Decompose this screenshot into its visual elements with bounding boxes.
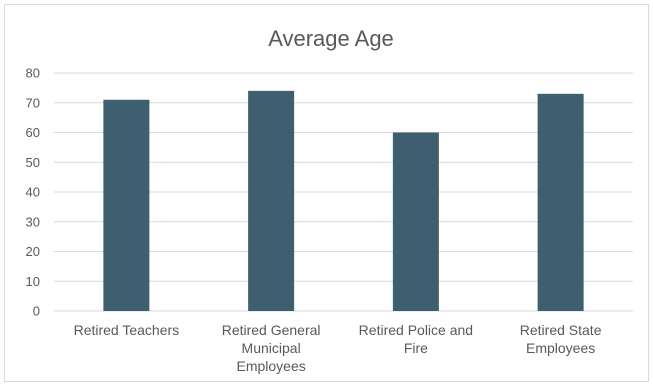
x-category-label: Retired Teachers [74, 322, 180, 338]
y-tick-label: 10 [26, 274, 40, 289]
bar [392, 132, 439, 311]
x-category-label: Retired Police and Fire [359, 322, 473, 356]
chart-title: Average Age [268, 26, 394, 51]
y-tick-label: 20 [26, 244, 40, 259]
bar [103, 99, 150, 312]
x-category-label: Retired State Employees [520, 322, 602, 356]
y-tick-label: 80 [26, 66, 40, 81]
y-tick-label: 30 [26, 214, 40, 229]
y-tick-label: 60 [26, 125, 40, 140]
bar [537, 93, 584, 311]
y-tick-label: 0 [33, 304, 40, 319]
y-tick-label: 70 [26, 95, 40, 110]
x-category-label: Retired General Municipal Employees [222, 322, 321, 374]
bar [248, 90, 295, 311]
y-tick-label: 50 [26, 155, 40, 170]
y-tick-label: 40 [26, 185, 40, 200]
